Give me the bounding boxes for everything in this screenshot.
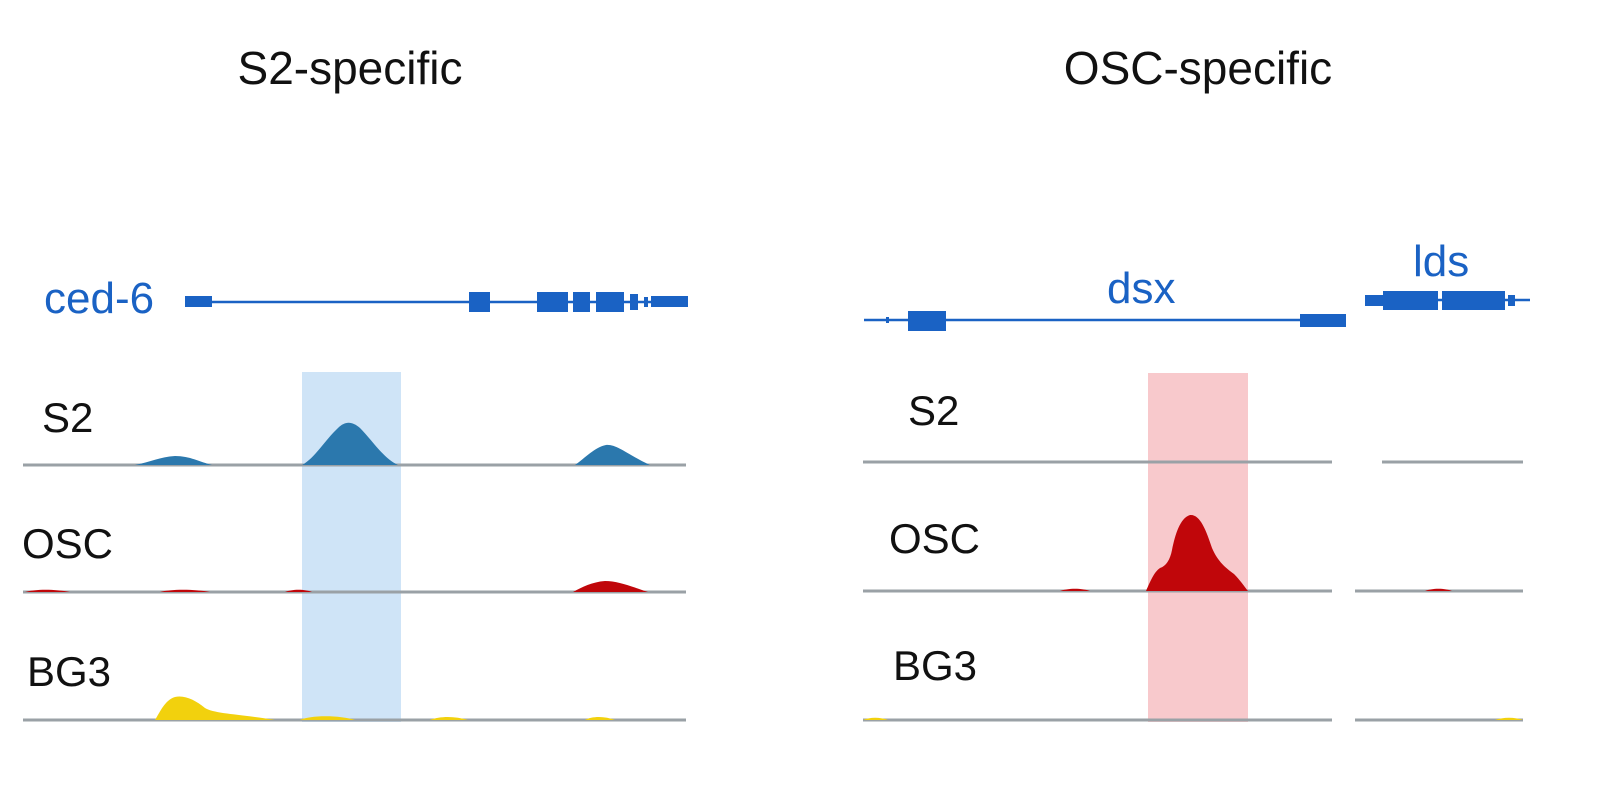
track-label: S2 <box>908 387 959 434</box>
track-label: BG3 <box>893 642 977 689</box>
track-s2: S2 <box>23 394 686 467</box>
signal-bump <box>1060 588 1090 591</box>
gene-model-lds: lds <box>1365 237 1530 310</box>
signal-peak <box>135 456 212 465</box>
panel-title: S2-specific <box>238 42 463 94</box>
track-bg3: BG3 <box>23 648 686 722</box>
exon <box>1383 291 1438 310</box>
track-label: BG3 <box>27 648 111 695</box>
exon <box>1365 295 1383 306</box>
exon <box>537 292 568 312</box>
panel-title: OSC-specific <box>1064 42 1332 94</box>
track-bg3: BG3 <box>863 642 1523 722</box>
exon <box>185 296 212 307</box>
exon <box>596 292 624 312</box>
exon <box>630 294 638 310</box>
exon <box>644 297 648 307</box>
signal-peak <box>302 422 398 465</box>
track-label: S2 <box>42 394 93 441</box>
signal-bump <box>300 716 355 720</box>
exon <box>469 292 490 312</box>
signal-bump <box>285 589 312 592</box>
signal-bump <box>25 589 70 592</box>
panel-s2-specific: S2-specific ced-6 S2 OSC <box>22 42 688 722</box>
exon <box>908 311 946 331</box>
gene-model-dsx: dsx <box>864 264 1346 331</box>
gene-label: ced-6 <box>44 274 154 323</box>
exon <box>573 292 590 312</box>
signal-peak <box>575 444 650 465</box>
signal-bump <box>1425 588 1452 591</box>
exon <box>886 317 889 323</box>
gene-label: lds <box>1413 237 1469 286</box>
exon <box>1508 295 1515 306</box>
track-osc: OSC <box>863 514 1523 593</box>
exon <box>1300 314 1346 327</box>
signal-bump <box>863 717 888 720</box>
panel-osc-specific: OSC-specific dsx lds S2 OSC <box>863 42 1530 722</box>
signal-bump <box>160 589 210 592</box>
track-osc: OSC <box>22 520 686 594</box>
signal-peak <box>1146 514 1248 591</box>
signal-bump <box>1495 717 1523 720</box>
gene-label: dsx <box>1107 264 1175 313</box>
gene-model-ced-6: ced-6 <box>44 274 688 323</box>
exon <box>651 296 688 307</box>
exon <box>1442 291 1505 310</box>
track-label: OSC <box>22 520 113 567</box>
signal-peak <box>573 581 648 592</box>
track-label: OSC <box>889 515 980 562</box>
signal-peak <box>155 696 275 720</box>
signal-bump <box>585 717 615 720</box>
track-s2: S2 <box>863 387 1523 464</box>
signal-bump <box>430 717 468 720</box>
